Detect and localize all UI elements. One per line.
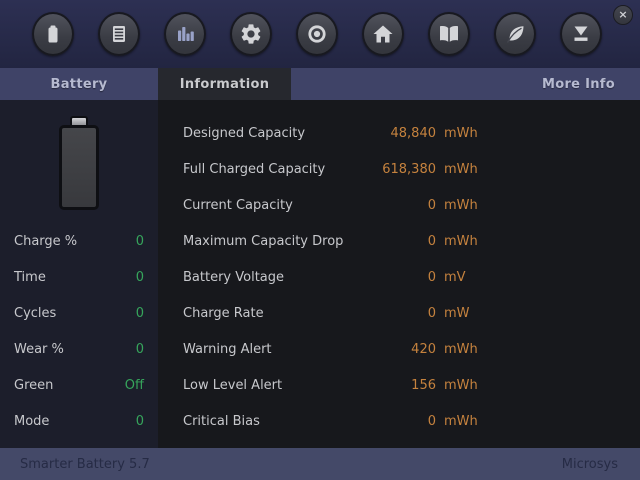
info-value: 0	[427, 305, 436, 321]
stat-row-time: Time 0	[0, 259, 158, 295]
info-value: 48,840	[390, 125, 437, 141]
stat-value: 0	[135, 269, 144, 285]
stat-row-wear: Wear % 0	[0, 331, 158, 367]
download-icon	[574, 26, 588, 41]
tab-information[interactable]: Information	[158, 68, 291, 100]
info-unit: mWh	[444, 341, 478, 357]
toolbar-button-green-mode[interactable]	[494, 12, 536, 56]
info-row-designed-capacity: Designed Capacity 48,840 mWh	[158, 115, 640, 151]
info-row-warning-alert: Warning Alert 420 mWh	[158, 331, 640, 367]
info-label: Critical Bias	[183, 413, 260, 429]
info-row-current-capacity: Current Capacity 0 mWh	[158, 187, 640, 223]
information-panel: Designed Capacity 48,840 mWh Full Charge…	[158, 100, 640, 448]
close-icon[interactable]: ×	[613, 5, 633, 25]
stat-value: 0	[135, 341, 144, 357]
info-unit: mWh	[444, 125, 478, 141]
toolbar-button-list[interactable]	[98, 12, 140, 56]
info-value: 0	[427, 197, 436, 213]
info-label: Full Charged Capacity	[183, 161, 326, 177]
stat-label: Wear %	[14, 341, 64, 357]
stat-row-mode: Mode 0	[0, 403, 158, 439]
info-value: 420	[411, 341, 436, 357]
stat-row-charge: Charge % 0	[0, 223, 158, 259]
record-icon	[308, 25, 326, 43]
toolbar: ×	[0, 0, 640, 68]
stat-value: 0	[135, 413, 144, 429]
toolbar-button-home[interactable]	[362, 12, 404, 56]
battery-icon	[48, 25, 58, 43]
toolbar-button-chart[interactable]	[164, 12, 206, 56]
vendor-label: Microsys	[561, 456, 618, 472]
stat-value: 0	[135, 233, 144, 249]
battery-stats: Charge % 0 Time 0 Cycles 0 Wear % 0 Gree…	[0, 223, 158, 439]
toolbar-button-record[interactable]	[296, 12, 338, 56]
info-row-maximum-capacity-drop: Maximum Capacity Drop 0 mWh	[158, 223, 640, 259]
info-label: Maximum Capacity Drop	[183, 233, 344, 249]
content-area: Charge % 0 Time 0 Cycles 0 Wear % 0 Gree…	[0, 100, 640, 448]
stat-value: 0	[135, 305, 144, 321]
info-label: Designed Capacity	[183, 125, 306, 141]
info-unit: mWh	[444, 413, 478, 429]
leaf-icon	[506, 26, 524, 43]
info-unit: mWh	[444, 161, 478, 177]
info-row-critical-bias: Critical Bias 0 mWh	[158, 403, 640, 439]
stat-row-cycles: Cycles 0	[0, 295, 158, 331]
info-unit: mW	[444, 305, 470, 321]
tab-battery[interactable]: Battery	[50, 76, 108, 92]
status-bar: Smarter Battery 5.7 Microsys	[0, 448, 640, 480]
app-version-label: Smarter Battery 5.7	[20, 456, 150, 472]
tab-bar: Battery Information More Info	[0, 68, 640, 100]
info-value: 618,380	[382, 161, 436, 177]
home-icon	[373, 25, 393, 43]
info-unit: mWh	[444, 233, 478, 249]
stat-label: Mode	[14, 413, 50, 429]
toolbar-button-battery[interactable]	[32, 12, 74, 56]
tab-more-info[interactable]: More Info	[541, 76, 615, 92]
stat-label: Cycles	[14, 305, 57, 321]
info-label: Current Capacity	[183, 197, 293, 213]
info-row-low-level-alert: Low Level Alert 156 mWh	[158, 367, 640, 403]
info-row-full-charged-capacity: Full Charged Capacity 618,380 mWh	[158, 151, 640, 187]
info-value: 156	[411, 377, 436, 393]
info-label: Charge Rate	[183, 305, 264, 321]
stat-label: Charge %	[14, 233, 78, 249]
stat-value: Off	[124, 377, 144, 393]
stat-label: Green	[14, 377, 54, 393]
stat-row-green: Green Off	[0, 367, 158, 403]
info-value: 0	[427, 413, 436, 429]
battery-sidebar: Charge % 0 Time 0 Cycles 0 Wear % 0 Gree…	[0, 100, 158, 448]
stat-label: Time	[14, 269, 46, 285]
toolbar-button-book[interactable]	[428, 12, 470, 56]
info-row-charge-rate: Charge Rate 0 mW	[158, 295, 640, 331]
info-row-battery-voltage: Battery Voltage 0 mV	[158, 259, 640, 295]
info-label: Battery Voltage	[183, 269, 285, 285]
battery-graphic-body	[59, 125, 99, 210]
info-value: 0	[427, 233, 436, 249]
info-unit: mWh	[444, 197, 478, 213]
info-unit: mWh	[444, 377, 478, 393]
chart-icon	[178, 27, 194, 41]
info-value: 0	[427, 269, 436, 285]
gear-icon	[241, 24, 261, 44]
toolbar-button-download[interactable]	[560, 12, 602, 56]
info-label: Low Level Alert	[183, 377, 283, 393]
toolbar-button-settings[interactable]	[230, 12, 272, 56]
book-icon	[440, 25, 458, 42]
info-unit: mV	[444, 269, 466, 285]
list-icon	[113, 26, 125, 42]
info-label: Warning Alert	[183, 341, 272, 357]
